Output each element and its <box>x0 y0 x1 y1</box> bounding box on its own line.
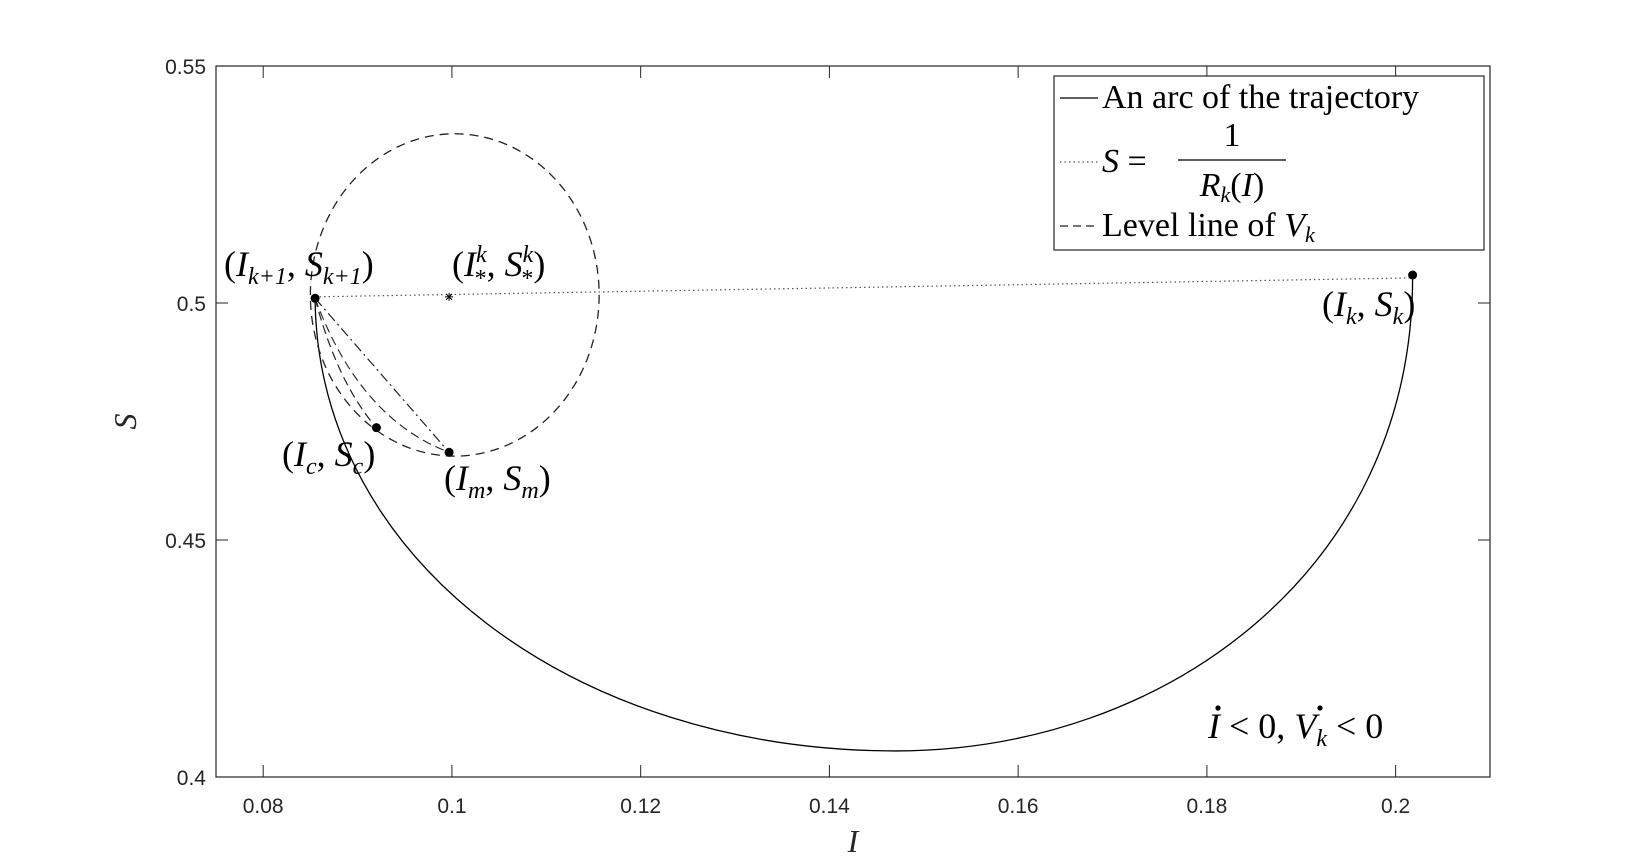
curve-to-c <box>314 298 377 429</box>
x-tick-label: 0.2 <box>1381 795 1410 818</box>
secant-line <box>314 297 450 453</box>
curve-to-m <box>314 298 450 453</box>
label-Istar: (Ik *, Sk *) <box>452 242 545 292</box>
marker-Istar <box>445 292 454 301</box>
marker-Ic <box>371 423 381 433</box>
legend-entry-nullcline-numerator: 1 <box>1224 117 1241 154</box>
legend-box <box>1053 75 1485 251</box>
level-line-ellipse <box>309 133 600 457</box>
annotation-text: I < 0, Vk < 0 <box>1207 706 1383 752</box>
plot-layer <box>309 133 1418 752</box>
legend-entry-trajectory: An arc of the trajectory <box>1102 79 1419 116</box>
legend-entry-nullcline-denominator: Rk(I) <box>1199 167 1265 207</box>
marker-Im <box>444 447 454 457</box>
axes-frame <box>215 65 1491 778</box>
label-Ik1: (Ik+1, Sk+1) <box>224 244 374 290</box>
label-Ic: (Ic, Sc) <box>282 434 375 480</box>
x-tick-label: 0.18 <box>1186 795 1227 818</box>
y-tick-label: 0.45 <box>165 530 206 553</box>
x-tick-label: 0.16 <box>998 795 1039 818</box>
x-tick-label: 0.12 <box>620 795 661 818</box>
x-axis-label: I <box>847 823 860 859</box>
axes-layer: 0.08 0.1 0.12 0.14 0.16 0.18 0.2 0.4 0.45 0.5 0.55… <box>107 56 1491 859</box>
y-tick-label: 0.4 <box>177 767 207 790</box>
legend-entry-level-line: Level line of Vk <box>1102 207 1316 247</box>
label-Im: (Im, Sm) <box>444 458 551 504</box>
y-tick-label: 0.55 <box>165 56 206 79</box>
x-tick-label: 0.1 <box>437 795 466 818</box>
marker-Ik1 <box>310 293 320 303</box>
annotation-dot-v <box>1317 705 1323 711</box>
x-tick-label: 0.08 <box>243 795 284 818</box>
x-tick-label: 0.14 <box>809 795 850 818</box>
marker-Ik <box>1408 270 1418 280</box>
label-Ik: (Ik, Sk) <box>1322 284 1415 330</box>
y-axis-label: S <box>107 414 143 430</box>
annotation-dot-i <box>1215 705 1221 711</box>
legend-entry-nullcline-prefix: S = <box>1102 143 1147 180</box>
nullcline-line <box>315 277 1413 298</box>
legend: An arc of the trajectory S = 1 Rk(I)Level … <box>1053 75 1485 251</box>
y-tick-label: 0.5 <box>177 293 206 316</box>
trajectory-arc <box>314 276 1414 752</box>
label-layer: (Ik+1, Sk+1) (Ik *, Sk *) (Ik, Sk) (Ic, Sc) (I… <box>224 242 1415 752</box>
